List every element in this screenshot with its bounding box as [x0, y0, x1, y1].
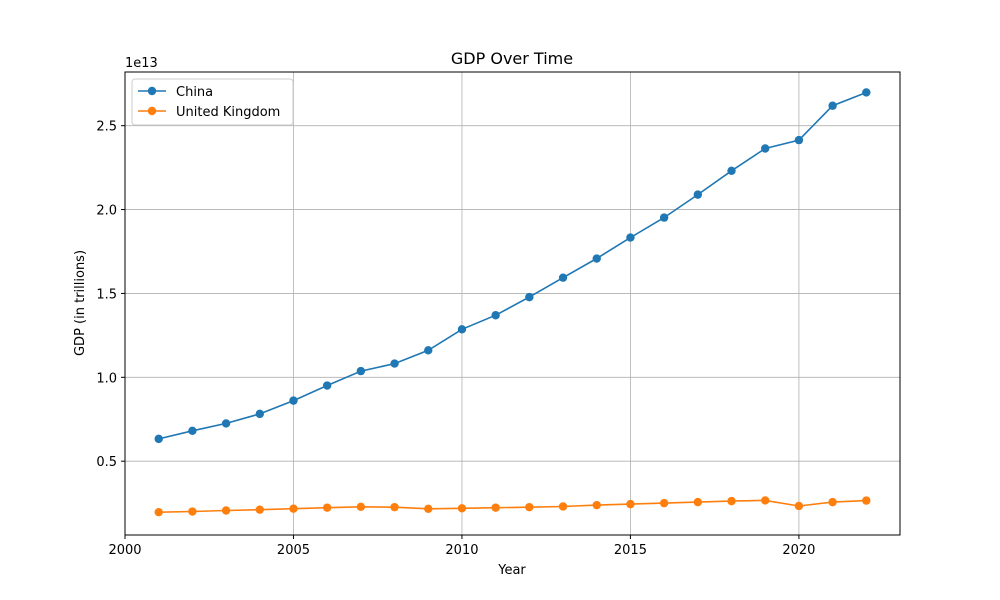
data-point-united-kingdom	[255, 505, 264, 514]
data-point-china	[558, 273, 568, 282]
chart-title: GDP Over Time	[451, 49, 573, 68]
data-point-united-kingdom	[491, 503, 500, 512]
data-point-united-kingdom	[592, 500, 601, 510]
data-point-united-kingdom	[424, 504, 433, 514]
plot-area-frame	[124, 71, 901, 536]
data-point-china	[188, 426, 197, 436]
data-point-china	[255, 409, 264, 419]
data-point-china	[794, 135, 804, 145]
data-point-china	[322, 381, 332, 390]
data-point-united-kingdom	[457, 504, 467, 513]
y-tick-label: 1.5	[96, 287, 117, 302]
legend-swatch-marker	[147, 106, 157, 116]
data-point-china	[592, 254, 601, 263]
data-point-china	[727, 166, 736, 176]
data-point-united-kingdom	[154, 507, 163, 517]
x-tick-label: 2005	[277, 543, 310, 558]
x-axis-label: Year	[497, 563, 526, 578]
data-point-china	[356, 366, 366, 376]
data-point-china	[626, 233, 635, 242]
legend-item-china: China	[138, 85, 213, 100]
legend-label: China	[176, 85, 213, 100]
series-line-china	[158, 91, 867, 440]
x-tick-label: 2010	[445, 543, 478, 558]
data-point-china	[390, 359, 399, 368]
data-point-china	[154, 434, 163, 444]
y-tick-label: 0.5	[96, 455, 117, 470]
series-line-united-kingdom	[158, 499, 867, 513]
data-point-united-kingdom	[289, 504, 298, 513]
data-point-united-kingdom	[356, 502, 366, 512]
data-point-united-kingdom	[828, 497, 837, 507]
data-point-china	[221, 419, 231, 428]
data-point-united-kingdom	[626, 499, 635, 509]
data-point-united-kingdom	[794, 501, 804, 511]
data-point-china	[862, 88, 871, 97]
y-tick-label: 2.0	[96, 204, 117, 219]
data-point-united-kingdom	[525, 502, 534, 512]
data-point-china	[457, 325, 467, 334]
y-tick-label: 1.0	[96, 371, 117, 386]
series-china	[154, 88, 871, 444]
legend-swatch-marker	[147, 86, 157, 96]
data-point-united-kingdom	[862, 496, 871, 505]
data-point-china	[761, 144, 770, 153]
data-point-united-kingdom	[390, 502, 399, 512]
data-point-china	[491, 311, 500, 320]
ticks-layer: 2000 2005 2010 2015 2020 0.5 1.0 1.5 2.0 2.5	[96, 120, 815, 558]
y-tick-label: 2.5	[96, 120, 117, 135]
x-tick-label: 2020	[782, 543, 815, 558]
data-point-china	[828, 101, 837, 110]
x-tick-label: 2015	[614, 543, 647, 558]
series-layer	[154, 88, 871, 517]
data-point-united-kingdom	[188, 507, 197, 516]
data-point-united-kingdom	[558, 502, 568, 511]
data-point-united-kingdom	[659, 498, 669, 508]
data-point-china	[525, 292, 534, 302]
data-point-united-kingdom	[221, 506, 231, 515]
data-point-china	[289, 396, 298, 405]
data-point-united-kingdom	[761, 496, 770, 505]
data-point-united-kingdom	[727, 496, 736, 506]
data-point-china	[659, 213, 669, 222]
legend-item-united-kingdom: United Kingdom	[138, 105, 280, 120]
legend: China United Kingdom	[131, 78, 294, 126]
legend-box	[131, 78, 294, 126]
y-axis-offset-label: 1e13	[125, 56, 158, 71]
x-tick-label: 2000	[108, 543, 141, 558]
grid-layer	[124, 72, 900, 535]
data-point-china	[693, 190, 703, 199]
series-united-kingdom	[154, 496, 871, 517]
data-point-china	[424, 346, 433, 355]
y-axis-label: GDP (in trillions)	[73, 250, 88, 356]
legend-label: United Kingdom	[176, 105, 280, 120]
data-point-united-kingdom	[693, 497, 703, 507]
data-point-united-kingdom	[322, 503, 332, 512]
